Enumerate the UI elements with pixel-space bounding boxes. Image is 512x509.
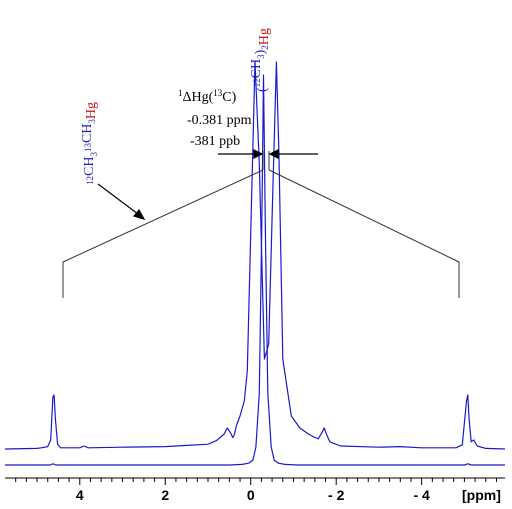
x-tick-label: 2	[161, 487, 169, 503]
label-pointer-arrow	[97, 183, 146, 220]
label-part: Hg	[257, 28, 272, 45]
isotope-shift-arrows	[218, 149, 318, 159]
isotope-shift-ppm: -0.381 ppm	[187, 113, 252, 128]
label-part: 3	[256, 54, 266, 59]
pointer-head	[132, 208, 146, 220]
arrow-right-head	[268, 149, 279, 159]
label-part: )	[253, 49, 268, 54]
x-tick-label: 0	[247, 487, 255, 503]
label-part: Hg	[84, 102, 99, 119]
label-part: 12	[252, 78, 262, 87]
x-tick-label: 4	[76, 487, 84, 503]
label-part: 2	[260, 45, 270, 50]
x-axis-label: [ppm]	[462, 487, 501, 503]
label-part: CH	[82, 157, 97, 176]
x-tick-label: - 4	[413, 487, 430, 503]
x-tick-label: - 2	[328, 487, 345, 503]
coupling-guide-left	[62, 169, 264, 298]
pointer-line	[97, 183, 139, 215]
label-part: CH	[80, 124, 95, 143]
label-part: 3	[87, 119, 97, 124]
isotope-shift-label: 1ΔHg(13C)	[178, 88, 237, 105]
top-compound-label: (12CH3)2Hg	[249, 28, 272, 92]
spectrum-line-full	[5, 74, 505, 466]
left-compound-label: 12CH313CH3Hg	[80, 102, 99, 185]
label-part: 12	[85, 176, 95, 185]
label-part: CH	[249, 59, 264, 78]
label-part: (	[255, 87, 270, 92]
spectra-group	[4, 61, 506, 466]
label-part: 13	[83, 143, 93, 153]
label-part: 3	[89, 152, 99, 157]
isotope-shift-ppb: -381 ppb	[190, 134, 240, 149]
x-axis: 4 2 0 - 2 - 4	[5, 477, 505, 503]
coupling-guide-right	[268, 169, 460, 298]
spectrum-line-expanded	[4, 61, 506, 450]
arrow-left-head	[253, 149, 264, 159]
